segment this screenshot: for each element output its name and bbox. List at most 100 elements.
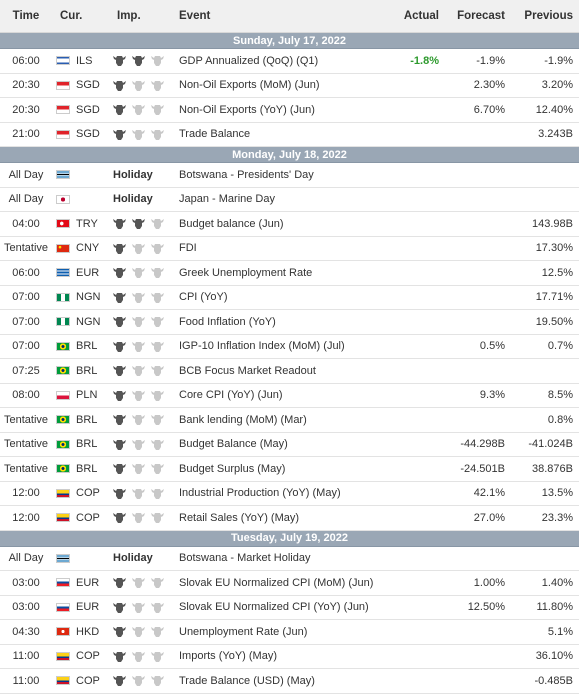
event-name[interactable]: Core CPI (YoY) (Jun) xyxy=(173,383,380,408)
holiday-row[interactable]: All Day Holiday Botswana - Market Holiday xyxy=(0,546,579,571)
event-row[interactable]: 07:00 BRL IGP-10 Inflation Index (MoM) (Ju… xyxy=(0,334,579,359)
bull-icon xyxy=(151,463,170,475)
currency-code: EUR xyxy=(76,576,100,589)
event-name[interactable]: Slovak EU Normalized CPI (MoM) (Jun) xyxy=(173,570,380,596)
event-time: 11:00 xyxy=(0,644,52,669)
actual-value xyxy=(380,334,445,359)
event-row[interactable]: 12:00 COP Retail Sales (YoY) (May) 27.0% 23.… xyxy=(0,505,579,531)
event-name[interactable]: Botswana - Presidents' Day xyxy=(173,162,380,188)
event-row[interactable]: Tentative CNY FDI 17.30% xyxy=(0,236,579,261)
forecast-value xyxy=(445,211,511,237)
col-time-header[interactable]: Time xyxy=(0,0,52,33)
currency-cell: BRL xyxy=(52,407,107,433)
currency-code: COP xyxy=(76,674,100,687)
event-name[interactable]: FDI xyxy=(173,236,380,261)
event-row[interactable]: Tentative BRL Budget Balance (May) -44.298B… xyxy=(0,432,579,457)
event-row[interactable]: 06:00 ILS GDP Annualized (QoQ) (Q1) -1.8% -1… xyxy=(0,48,579,74)
col-event-header[interactable]: Event xyxy=(173,0,380,33)
event-name[interactable]: Japan - Marine Day xyxy=(173,187,380,212)
bull-icon xyxy=(132,438,151,450)
col-importance-header[interactable]: Imp. xyxy=(107,0,173,33)
event-name[interactable]: Slovak EU Normalized CPI (YoY) (Jun) xyxy=(173,595,380,620)
col-forecast-header[interactable]: Forecast xyxy=(445,0,511,33)
event-row[interactable]: 11:00 COP Trade Balance (USD) (May) -0.485B xyxy=(0,668,579,694)
event-name[interactable]: IGP-10 Inflation Index (MoM) (Jul) xyxy=(173,334,380,359)
event-name[interactable]: Unemployment Rate (Jun) xyxy=(173,619,380,645)
event-row[interactable]: Tentative BRL Budget Surplus (May) -24.501B… xyxy=(0,456,579,482)
importance-indicator xyxy=(107,309,173,335)
actual-value xyxy=(380,309,445,335)
event-name[interactable]: Budget Balance (May) xyxy=(173,432,380,457)
previous-value: 17.71% xyxy=(511,285,579,310)
bull-icon xyxy=(132,389,151,401)
event-row[interactable]: Tentative BRL Bank lending (MoM) (Mar) 0.8% xyxy=(0,407,579,433)
event-name[interactable]: Greek Unemployment Rate xyxy=(173,260,380,286)
singapore-flag-icon xyxy=(56,105,70,115)
actual-value xyxy=(380,481,445,506)
bull-icon xyxy=(113,267,132,279)
bull-icon xyxy=(113,438,132,450)
importance-indicator xyxy=(107,668,173,694)
event-name[interactable]: Botswana - Market Holiday xyxy=(173,546,380,571)
col-actual-header[interactable]: Actual xyxy=(380,0,445,33)
event-name[interactable]: CPI (YoY) xyxy=(173,285,380,310)
japan-flag-icon xyxy=(56,194,70,204)
event-time: 03:00 xyxy=(0,570,52,596)
currency-code: EUR xyxy=(76,266,100,279)
event-name[interactable]: Food Inflation (YoY) xyxy=(173,309,380,335)
forecast-value xyxy=(445,285,511,310)
event-row[interactable]: 04:00 TRY Budget balance (Jun) 143.98B xyxy=(0,211,579,237)
slovakia-flag-icon xyxy=(56,602,70,612)
col-previous-header[interactable]: Previous xyxy=(511,0,579,33)
col-currency-header[interactable]: Cur. xyxy=(52,0,107,33)
event-name[interactable]: GDP Annualized (QoQ) (Q1) xyxy=(173,48,380,74)
bull-icon xyxy=(151,512,170,524)
bull-icon xyxy=(113,650,132,662)
event-row[interactable]: 03:00 EUR Slovak EU Normalized CPI (MoM) (… xyxy=(0,570,579,596)
event-name[interactable]: Budget Surplus (May) xyxy=(173,456,380,482)
previous-value: 23.3% xyxy=(511,505,579,531)
event-row[interactable]: 07:25 BRL BCB Focus Market Readout xyxy=(0,358,579,384)
currency-code: TRY xyxy=(76,217,98,230)
singapore-flag-icon xyxy=(56,80,70,90)
date-header-row: Monday, July 18, 2022 xyxy=(0,146,579,163)
event-row[interactable]: 03:00 EUR Slovak EU Normalized CPI (YoY) (… xyxy=(0,595,579,620)
event-row[interactable]: 07:00 NGN Food Inflation (YoY) 19.50% xyxy=(0,309,579,335)
currency-cell xyxy=(52,187,107,212)
event-row[interactable]: 21:00 SGD Trade Balance 3.243B xyxy=(0,122,579,147)
event-name[interactable]: Trade Balance xyxy=(173,122,380,147)
event-name[interactable]: Trade Balance (USD) (May) xyxy=(173,668,380,694)
event-name[interactable]: BCB Focus Market Readout xyxy=(173,358,380,384)
event-name[interactable]: Non-Oil Exports (YoY) (Jun) xyxy=(173,97,380,123)
importance-indicator xyxy=(107,73,173,98)
event-row[interactable]: 06:00 EUR Greek Unemployment Rate 12.5% xyxy=(0,260,579,286)
event-name[interactable]: Retail Sales (YoY) (May) xyxy=(173,505,380,531)
previous-value: -0.485B xyxy=(511,668,579,694)
bull-icon xyxy=(113,414,132,426)
event-name[interactable]: Imports (YoY) (May) xyxy=(173,644,380,669)
holiday-row[interactable]: All Day Holiday Japan - Marine Day xyxy=(0,187,579,212)
actual-value xyxy=(380,122,445,147)
event-row[interactable]: 20:30 SGD Non-Oil Exports (MoM) (Jun) 2.30%… xyxy=(0,73,579,98)
colombia-flag-icon xyxy=(56,651,70,661)
actual-value xyxy=(380,162,445,188)
forecast-value xyxy=(445,644,511,669)
event-name[interactable]: Non-Oil Exports (MoM) (Jun) xyxy=(173,73,380,98)
currency-code: NGN xyxy=(76,291,101,304)
event-name[interactable]: Budget balance (Jun) xyxy=(173,211,380,237)
forecast-value xyxy=(445,358,511,384)
event-row[interactable]: 20:30 SGD Non-Oil Exports (YoY) (Jun) 6.70%… xyxy=(0,97,579,123)
event-row[interactable]: 07:00 NGN CPI (YoY) 17.71% xyxy=(0,285,579,310)
holiday-row[interactable]: All Day Holiday Botswana - Presidents' Day xyxy=(0,162,579,188)
currency-cell: BRL xyxy=(52,456,107,482)
event-row[interactable]: 12:00 COP Industrial Production (YoY) (May… xyxy=(0,481,579,506)
event-name[interactable]: Bank lending (MoM) (Mar) xyxy=(173,407,380,433)
bull-icon xyxy=(113,340,132,352)
event-name[interactable]: Industrial Production (YoY) (May) xyxy=(173,481,380,506)
bull-icon xyxy=(113,577,132,589)
importance-indicator xyxy=(107,432,173,457)
event-row[interactable]: 08:00 PLN Core CPI (YoY) (Jun) 9.3% 8.5% xyxy=(0,383,579,408)
event-row[interactable]: 11:00 COP Imports (YoY) (May) 36.10% xyxy=(0,644,579,669)
event-row[interactable]: 04:30 HKD Unemployment Rate (Jun) 5.1% xyxy=(0,619,579,645)
currency-cell: HKD xyxy=(52,619,107,645)
